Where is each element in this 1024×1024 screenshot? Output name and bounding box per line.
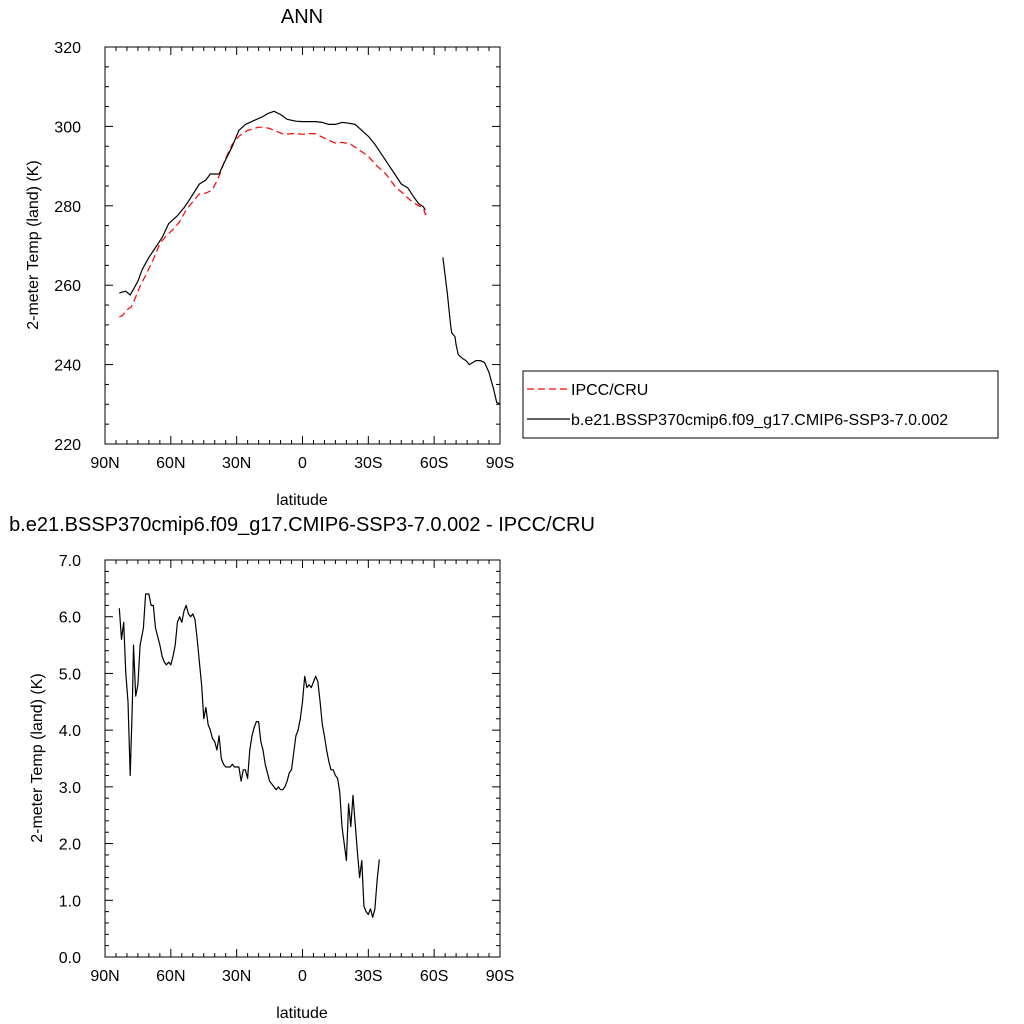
chart-bottom-plot-frame bbox=[104, 559, 501, 958]
series-ipcc-cru-line bbox=[119, 126, 427, 318]
chart-top-y-tick-labels: 220 240 260 280 300 320 bbox=[54, 40, 81, 454]
chart-bottom-y-tick-labels: 0.0 1.0 2.0 3.0 4.0 5.0 6.0 7.0 bbox=[59, 553, 81, 967]
chart-top-x-axis-label: latitude bbox=[276, 492, 328, 509]
y-tick-label: 220 bbox=[54, 437, 81, 454]
chart-bottom-x-axis-label: latitude bbox=[276, 1005, 328, 1022]
chart-top: ANN 90N 60N 30N 0 30S 60S 90S 220 240 260 280 300 3… bbox=[25, 6, 514, 509]
legend-label-model: b.e21.BSSP370cmip6.f09_g17.CMIP6-SSP3-7.… bbox=[571, 412, 948, 429]
y-tick-label: 240 bbox=[54, 358, 81, 375]
y-tick-label: 6.0 bbox=[59, 610, 81, 627]
x-tick-label: 90S bbox=[486, 455, 514, 472]
y-tick-label: 3.0 bbox=[59, 780, 81, 797]
x-tick-label: 30N bbox=[222, 968, 251, 985]
x-tick-label: 0 bbox=[298, 968, 307, 985]
chart-bottom-title: b.e21.BSSP370cmip6.f09_g17.CMIP6-SSP3-7.… bbox=[9, 514, 595, 536]
x-tick-label: 60N bbox=[156, 455, 185, 472]
x-tick-label: 90N bbox=[90, 968, 119, 985]
legend-label-ipcc-cru: IPCC/CRU bbox=[571, 382, 648, 399]
y-tick-label: 5.0 bbox=[59, 666, 81, 683]
x-tick-label: 60S bbox=[420, 968, 448, 985]
series-b-e21-bssp370cmip6-f09-g17-cmip6-ssp3-7-0-002-line bbox=[119, 110, 426, 296]
chart-top-series-group bbox=[119, 110, 501, 405]
chart-top-tick-marks bbox=[104, 46, 501, 445]
legend: IPCC/CRU b.e21.BSSP370cmip6.f09_g17.CMIP… bbox=[522, 370, 999, 439]
chart-bottom: b.e21.BSSP370cmip6.f09_g17.CMIP6-SSP3-7.… bbox=[9, 514, 595, 1022]
y-tick-label: 2.0 bbox=[59, 837, 81, 854]
series-b-e21-bssp370cmip6-f09-g17-cmip6-ssp3-7-0-002-line bbox=[442, 257, 501, 405]
y-tick-label: 260 bbox=[54, 278, 81, 295]
series-difference-line bbox=[118, 593, 380, 918]
x-tick-label: 30N bbox=[222, 455, 251, 472]
x-tick-label: 60N bbox=[156, 968, 185, 985]
x-tick-label: 30S bbox=[354, 455, 382, 472]
chart-bottom-tick-marks bbox=[104, 559, 501, 958]
x-tick-label: 90N bbox=[90, 455, 119, 472]
y-tick-label: 300 bbox=[54, 119, 81, 136]
chart-top-y-axis-label: 2-meter Temp (land) (K) bbox=[25, 160, 42, 330]
chart-bottom-x-tick-labels: 90N 60N 30N 0 30S 60S 90S bbox=[90, 968, 514, 985]
chart-top-title: ANN bbox=[281, 6, 323, 28]
x-tick-label: 60S bbox=[420, 455, 448, 472]
y-tick-label: 0.0 bbox=[59, 950, 81, 967]
y-tick-label: 320 bbox=[54, 40, 81, 57]
x-tick-label: 0 bbox=[298, 455, 307, 472]
legend-box bbox=[522, 370, 999, 439]
chart-top-x-tick-labels: 90N 60N 30N 0 30S 60S 90S bbox=[90, 455, 514, 472]
y-tick-label: 4.0 bbox=[59, 723, 81, 740]
x-tick-label: 30S bbox=[354, 968, 382, 985]
chart-top-plot-frame bbox=[104, 46, 501, 445]
y-tick-label: 1.0 bbox=[59, 893, 81, 910]
x-tick-label: 90S bbox=[486, 968, 514, 985]
y-tick-label: 7.0 bbox=[59, 553, 81, 570]
chart-bottom-y-axis-label: 2-meter Temp (land) (K) bbox=[29, 673, 46, 843]
y-tick-label: 280 bbox=[54, 199, 81, 216]
chart-bottom-series-group bbox=[118, 593, 380, 918]
